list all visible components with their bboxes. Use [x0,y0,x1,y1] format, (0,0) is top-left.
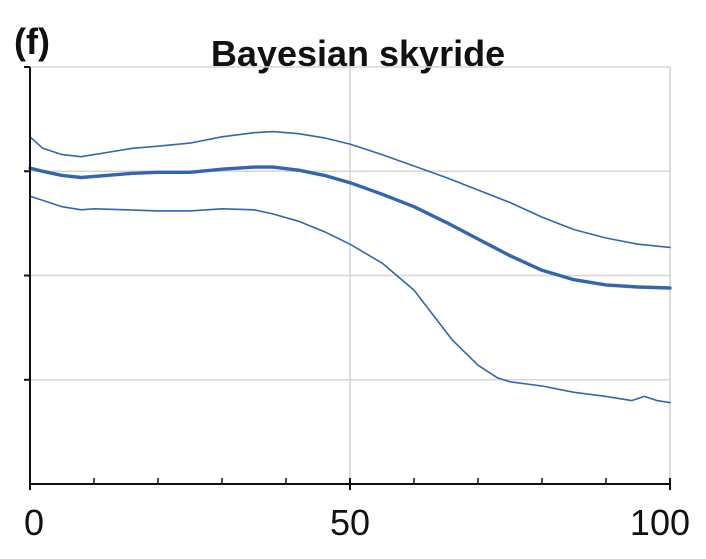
x-tick-label-2: 100 [630,502,690,543]
series-layer [28,130,672,404]
x-tick-label-0: 0 [24,502,44,543]
panel-label: (f) [14,21,50,62]
grid-layer [30,66,671,484]
tick-label-layer: 0 50 100 [24,502,690,543]
series-line-2 [29,195,671,404]
series-line-1 [28,165,672,290]
chart-title: Bayesian skyride [211,33,505,74]
x-tick-label-1: 50 [330,502,370,543]
series-line-0 [29,130,671,249]
axis-layer [24,66,671,490]
